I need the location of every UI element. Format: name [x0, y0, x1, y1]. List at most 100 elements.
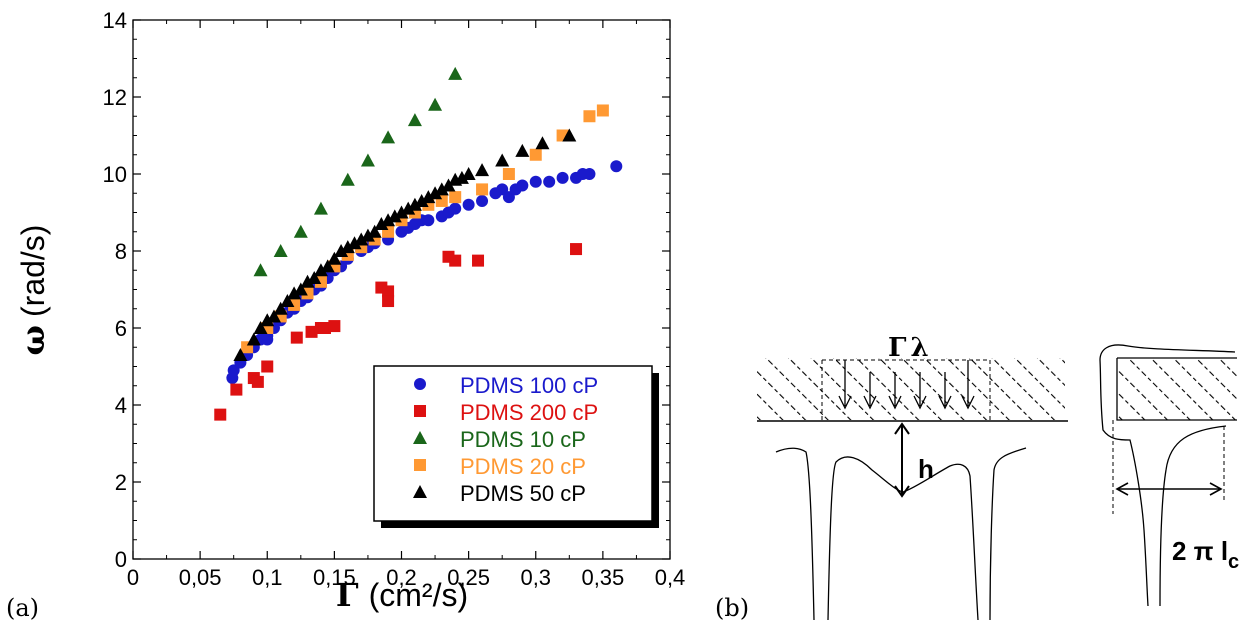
data-point-pdms-200-cp — [230, 383, 243, 396]
y-tick-label: 10 — [103, 162, 127, 187]
capillary-label: 2 π lc — [1172, 536, 1239, 573]
block-outline — [1116, 357, 1237, 421]
legend-marker-pdms-100-cp — [414, 378, 426, 390]
data-point-pdms-50-cp — [394, 205, 409, 219]
x-tick-label: 0,2 — [386, 565, 417, 590]
data-point-pdms-100-cp — [543, 175, 556, 188]
x-tick-label: 0 — [127, 565, 139, 590]
data-point-pdms-100-cp — [476, 194, 489, 207]
data-point-pdms-50-cp — [535, 136, 550, 150]
data-point-pdms-50-cp — [293, 282, 308, 296]
x-tick-label: 0,3 — [520, 565, 551, 590]
data-point-pdms-50-cp — [327, 251, 342, 265]
y-tick-label: 4 — [115, 393, 127, 418]
hatched-plate — [757, 358, 1065, 420]
x-tick-label: 0,05 — [179, 565, 222, 590]
data-point-pdms-10-cp — [407, 113, 422, 127]
data-point-pdms-20-cp — [502, 168, 515, 180]
liquid-profile — [775, 447, 1027, 621]
data-point-pdms-50-cp — [407, 197, 422, 211]
data-point-pdms-20-cp — [476, 183, 489, 196]
flux-region-outline — [821, 359, 991, 420]
data-point-pdms-50-cp — [313, 263, 328, 277]
legend-label-pdms-100-cp: PDMS 100 cP — [460, 373, 598, 398]
x-tick-label: 0,25 — [447, 565, 490, 590]
data-point-pdms-100-cp — [556, 171, 569, 184]
data-point-pdms-200-cp — [261, 360, 274, 373]
legend-marker-pdms-50-cp — [413, 485, 427, 498]
capillary-arrow — [1115, 482, 1223, 496]
legend-label-pdms-20-cp: PDMS 20 cP — [460, 454, 586, 479]
x-tick-label: 0,35 — [581, 565, 624, 590]
flux-arrows — [838, 360, 975, 410]
data-point-pdms-50-cp — [307, 270, 322, 284]
data-point-pdms-50-cp — [233, 347, 248, 361]
x-tick-label: 0,15 — [313, 565, 356, 590]
data-point-pdms-10-cp — [360, 153, 375, 167]
data-point-pdms-20-cp — [529, 148, 542, 161]
data-point-pdms-50-cp — [374, 217, 389, 231]
legend-marker-pdms-200-cp — [414, 405, 426, 417]
data-point-pdms-200-cp — [472, 254, 485, 267]
data-point-pdms-100-cp — [422, 214, 435, 227]
data-point-pdms-50-cp — [354, 232, 369, 246]
data-point-pdms-50-cp — [414, 193, 429, 207]
y-axis-ticks: 0 2 4 6 8 10 12 14 — [103, 8, 670, 572]
data-point-pdms-50-cp — [387, 209, 402, 223]
data-point-pdms-50-cp — [461, 167, 476, 180]
data-point-pdms-50-cp — [266, 309, 281, 323]
data-point-pdms-50-cp — [320, 259, 335, 273]
data-point-pdms-50-cp — [287, 286, 302, 300]
data-markers — [214, 66, 623, 421]
data-point-pdms-50-cp — [454, 170, 469, 184]
data-point-pdms-100-cp — [462, 198, 475, 211]
data-point-pdms-200-cp — [328, 320, 341, 333]
data-point-pdms-20-cp — [596, 104, 609, 117]
legend-label-pdms-10-cp: PDMS 10 cP — [460, 427, 586, 452]
x-tick-label: 0,4 — [655, 565, 686, 590]
y-tick-label: 12 — [103, 85, 127, 110]
data-point-pdms-50-cp — [300, 274, 315, 288]
y-tick-label: 0 — [115, 547, 127, 572]
data-point-pdms-50-cp — [260, 313, 275, 327]
data-point-pdms-200-cp — [382, 285, 395, 298]
data-point-pdms-50-cp — [347, 236, 362, 250]
y-tick-label: 6 — [115, 316, 127, 341]
scatter-chart: 0 0,05 0,1 0,15 0,2 0,25 0,3 0,35 0,4 0 2 4 6 8 10 12 1… — [14, 8, 685, 614]
data-point-pdms-20-cp — [583, 110, 596, 123]
y-tick-label: 2 — [115, 470, 127, 495]
gap-arrow — [894, 422, 910, 498]
data-point-pdms-10-cp — [340, 172, 355, 186]
data-point-pdms-50-cp — [475, 163, 490, 177]
legend-marker-pdms-20-cp — [414, 459, 426, 471]
data-point-pdms-100-cp — [449, 202, 462, 215]
data-point-pdms-200-cp — [318, 322, 331, 334]
x-axis-ticks: 0 0,05 0,1 0,15 0,2 0,25 0,3 0,35 0,4 — [127, 20, 685, 590]
data-point-pdms-100-cp — [529, 175, 542, 188]
data-point-pdms-100-cp — [516, 179, 529, 192]
data-point-pdms-10-cp — [253, 263, 268, 277]
x-axis-label: Γ (cm²/s) — [336, 576, 468, 614]
x-tick-label: 0,1 — [252, 565, 283, 590]
data-point-pdms-50-cp — [367, 224, 382, 238]
data-point-pdms-50-cp — [253, 321, 268, 334]
data-point-pdms-100-cp — [583, 168, 596, 180]
meniscus-outline — [1099, 344, 1236, 607]
data-point-pdms-200-cp — [449, 254, 462, 267]
legend-label-pdms-50-cp: PDMS 50 cP — [460, 481, 586, 506]
y-tick-label: 8 — [115, 239, 127, 264]
gap-label: h — [918, 454, 934, 484]
data-point-pdms-50-cp — [421, 190, 436, 204]
y-tick-label: 14 — [103, 8, 127, 33]
data-point-pdms-50-cp — [434, 182, 449, 196]
y-axis-label: ω(rad/s) — [14, 225, 52, 356]
data-point-pdms-200-cp — [570, 243, 583, 256]
data-point-pdms-20-cp — [449, 191, 462, 204]
data-point-pdms-10-cp — [428, 97, 443, 111]
data-point-pdms-10-cp — [313, 201, 328, 215]
data-point-pdms-200-cp — [382, 295, 395, 308]
